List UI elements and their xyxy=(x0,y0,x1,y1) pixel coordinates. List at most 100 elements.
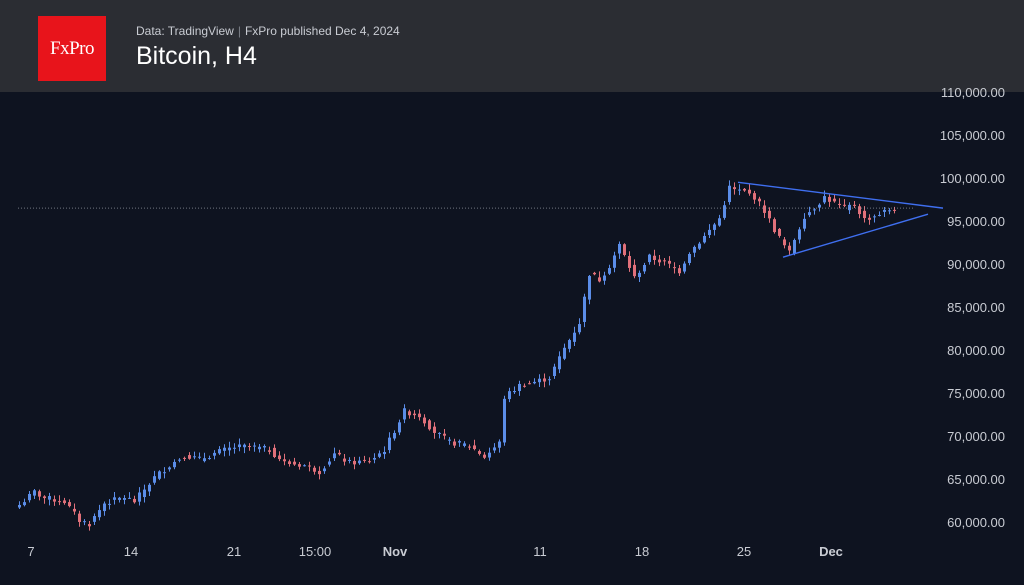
candle xyxy=(478,449,481,456)
candle xyxy=(263,444,266,452)
candle xyxy=(538,374,541,388)
candle xyxy=(493,443,496,454)
candle xyxy=(278,451,281,462)
candle xyxy=(203,452,206,463)
candle xyxy=(288,459,291,467)
candle xyxy=(628,251,631,272)
candle xyxy=(373,453,376,464)
candle xyxy=(608,264,611,276)
candle xyxy=(43,495,46,504)
candle xyxy=(128,492,131,500)
candle xyxy=(118,496,121,503)
candle xyxy=(718,214,721,227)
candle xyxy=(748,183,751,196)
candle xyxy=(643,262,646,274)
candle xyxy=(838,198,841,209)
candle xyxy=(488,447,491,461)
candle xyxy=(813,208,816,215)
candle xyxy=(378,450,381,459)
candle xyxy=(668,256,671,269)
candle xyxy=(698,241,701,251)
candle xyxy=(158,470,161,481)
candle xyxy=(193,451,196,460)
candle xyxy=(298,461,301,470)
candle xyxy=(533,378,536,385)
candle xyxy=(843,199,846,208)
candle xyxy=(443,428,446,440)
candle xyxy=(83,519,86,526)
candle xyxy=(98,504,101,521)
candle xyxy=(828,193,831,207)
candle xyxy=(438,432,441,439)
time-axis: 7 14 21 15:00 Nov 11 18 25 Dec xyxy=(27,544,843,559)
candle xyxy=(188,452,191,460)
candle xyxy=(583,293,586,328)
price-axis: 60,000.00 65,000.00 70,000.00 75,000.00 80,0… xyxy=(940,85,1005,530)
candle xyxy=(648,253,651,265)
candle xyxy=(723,200,726,220)
source-separator: | xyxy=(237,24,241,38)
y-tick-label: 75,000.00 xyxy=(947,386,1005,401)
candle xyxy=(763,200,766,218)
candle xyxy=(798,227,801,244)
overlays-layer xyxy=(18,181,944,258)
candle xyxy=(888,208,891,215)
candle xyxy=(23,498,26,507)
candle xyxy=(143,484,146,503)
candle xyxy=(388,432,391,454)
candle xyxy=(308,461,311,472)
y-tick-label: 105,000.00 xyxy=(940,128,1005,143)
x-tick-label: 7 xyxy=(27,544,34,559)
candle xyxy=(633,259,636,279)
x-tick-label: 21 xyxy=(227,544,241,559)
candle xyxy=(358,456,361,465)
candle xyxy=(323,466,326,474)
candle xyxy=(273,444,276,459)
candle xyxy=(853,201,856,209)
candle xyxy=(328,458,331,467)
candle xyxy=(113,492,116,505)
candle xyxy=(768,207,771,223)
candle xyxy=(238,438,241,452)
candle xyxy=(803,213,806,232)
candle xyxy=(728,180,731,205)
candle xyxy=(183,456,186,461)
candle xyxy=(28,491,31,503)
trendline-support[interactable] xyxy=(782,213,929,258)
y-tick-label: 85,000.00 xyxy=(947,300,1005,315)
candle xyxy=(268,446,271,455)
candle xyxy=(473,439,476,451)
candle xyxy=(518,380,521,396)
candle xyxy=(713,222,716,236)
candle xyxy=(208,455,211,460)
candle xyxy=(148,483,151,496)
candle xyxy=(108,499,111,510)
source-line: Data: TradingView | FxPro published Dec 4,… xyxy=(136,24,400,38)
candle xyxy=(873,214,876,223)
y-tick-label: 70,000.00 xyxy=(947,429,1005,444)
trendline-resistance[interactable] xyxy=(737,181,944,209)
candle xyxy=(638,270,641,283)
candle xyxy=(758,196,761,207)
candle xyxy=(198,452,201,460)
candle xyxy=(553,363,556,379)
candle xyxy=(253,442,256,452)
candle xyxy=(58,495,61,506)
x-tick-label: 14 xyxy=(124,544,138,559)
candle xyxy=(63,497,66,505)
candle xyxy=(413,410,416,419)
candle xyxy=(418,409,421,421)
candle xyxy=(468,444,471,451)
candle xyxy=(228,441,231,456)
candle xyxy=(673,262,676,274)
candle xyxy=(578,318,581,335)
candle xyxy=(78,510,81,527)
candle xyxy=(383,446,386,459)
candle xyxy=(783,236,786,249)
candle xyxy=(408,409,411,419)
candle xyxy=(163,467,166,479)
candle xyxy=(88,521,91,531)
candle xyxy=(423,414,426,427)
candle xyxy=(233,443,236,454)
candle xyxy=(773,217,776,234)
